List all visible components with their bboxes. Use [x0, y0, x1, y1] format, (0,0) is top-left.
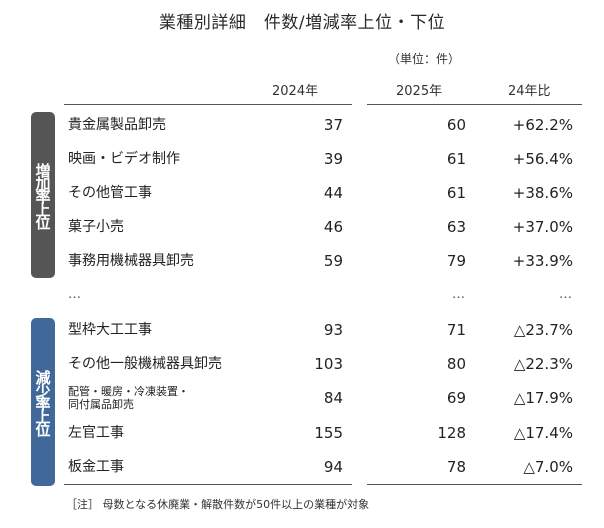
value-ratio: △17.9% [513, 389, 573, 407]
table-row: その他一般機械器具卸売 103 80 △22.3% [0, 347, 604, 381]
increase-group-badge: 増加率上位 [31, 112, 55, 278]
page-title: 業種別詳細 件数/増減率上位・下位 [158, 13, 446, 33]
ellipsis-ratio: … [559, 287, 573, 302]
value-2025: 79 [446, 252, 466, 270]
industry-name: その他管工事 [68, 185, 152, 201]
table-row: 事務用機械器具卸売 59 79 +33.9% [0, 244, 604, 278]
value-2025: 63 [446, 218, 466, 236]
value-ratio: △17.4% [513, 424, 573, 442]
footer-divider-right [367, 484, 582, 485]
value-2025: 78 [446, 458, 466, 476]
ellipsis-row: … … … [0, 278, 604, 312]
value-2024: 46 [323, 218, 343, 236]
industry-name: 型枠大工工事 [68, 322, 152, 338]
column-header-2024: 2024年 [272, 84, 319, 99]
value-2024: 84 [323, 389, 343, 407]
value-ratio: +62.2% [512, 116, 573, 134]
industry-name: 配管・暖房・冷凍装置・ 同付属品卸売 [68, 385, 248, 411]
value-2024: 155 [314, 424, 343, 442]
industry-name: 菓子小売 [68, 219, 124, 235]
table-row: 型枠大工工事 93 71 △23.7% [0, 313, 604, 347]
value-2025: 60 [446, 116, 466, 134]
industry-name-line1: 配管・暖房・冷凍装置・ [68, 385, 189, 398]
industry-name-line2: 同付属品卸売 [68, 398, 134, 411]
value-2024: 44 [323, 184, 343, 202]
value-2025: 69 [446, 389, 466, 407]
table-row: 貴金属製品卸売 37 60 +62.2% [0, 108, 604, 142]
value-ratio: △22.3% [513, 355, 573, 373]
value-2024: 94 [323, 458, 343, 476]
value-ratio: +56.4% [512, 150, 573, 168]
value-2025: 80 [446, 355, 466, 373]
table-row: 菓子小売 46 63 +37.0% [0, 210, 604, 244]
value-2024: 93 [323, 321, 343, 339]
industry-name: 板金工事 [68, 459, 124, 475]
header-divider-right [367, 104, 582, 105]
value-ratio: +37.0% [512, 218, 573, 236]
value-2024: 59 [323, 252, 343, 270]
ellipsis-2025: … [452, 287, 466, 302]
value-2024: 103 [314, 355, 343, 373]
header-divider-left [64, 104, 352, 105]
value-ratio: +33.9% [512, 252, 573, 270]
value-2024: 37 [323, 116, 343, 134]
industry-name: 映画・ビデオ制作 [68, 151, 180, 167]
ellipsis-name: … [68, 287, 82, 302]
column-header-2025: 2025年 [396, 84, 443, 99]
value-2025: 61 [446, 184, 466, 202]
table-row: 配管・暖房・冷凍装置・ 同付属品卸売 84 69 △17.9% [0, 381, 604, 415]
industry-name: その他一般機械器具卸売 [68, 356, 222, 372]
unit-label: （単位：件） [388, 52, 461, 66]
value-2025: 71 [446, 321, 466, 339]
decrease-group-badge: 減少率上位 [31, 318, 55, 486]
footnote: ［注］ 母数となる休廃業・解散件数が50件以上の業種が対象 [66, 498, 370, 511]
industry-name: 事務用機械器具卸売 [68, 253, 194, 269]
table-row: その他管工事 44 61 +38.6% [0, 176, 604, 210]
table-row: 左官工事 155 128 △17.4% [0, 416, 604, 450]
industry-name: 左官工事 [68, 425, 124, 441]
footer-divider-left [64, 484, 352, 485]
value-ratio: △23.7% [513, 321, 573, 339]
value-ratio: △7.0% [523, 458, 573, 476]
industry-name: 貴金属製品卸売 [68, 117, 166, 133]
column-header-ratio: 24年比 [508, 84, 551, 99]
table-row: 映画・ビデオ制作 39 61 +56.4% [0, 142, 604, 176]
value-2024: 39 [323, 150, 343, 168]
value-2025: 128 [437, 424, 466, 442]
value-ratio: +38.6% [512, 184, 573, 202]
value-2025: 61 [446, 150, 466, 168]
table-row: 板金工事 94 78 △7.0% [0, 450, 604, 484]
